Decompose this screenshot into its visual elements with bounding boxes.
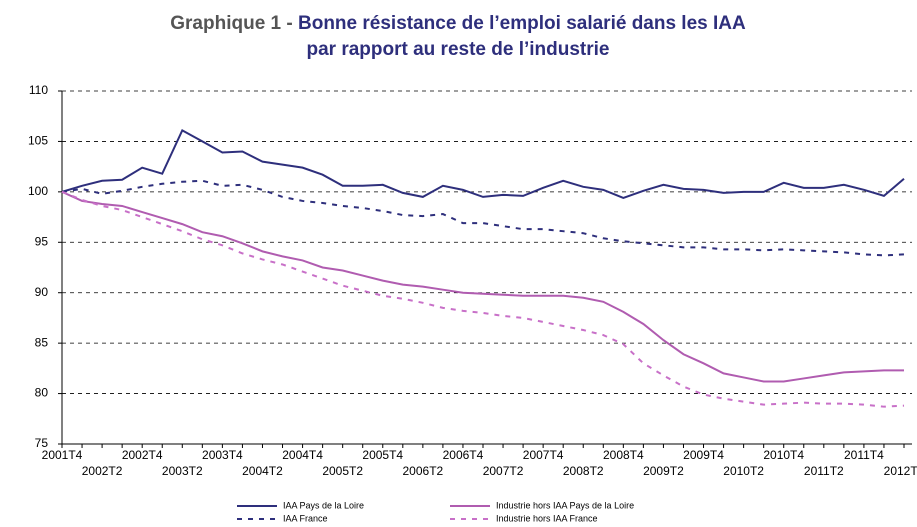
x-tick-label: 2004T2	[242, 464, 283, 478]
series-line	[61, 128, 905, 199]
x-tick-label: 2006T4	[443, 448, 484, 462]
x-tick-label: 2006T2	[403, 464, 444, 478]
legend-label: Industrie hors IAA France	[496, 513, 598, 523]
y-tick-label: 90	[35, 285, 49, 299]
x-tick-label: 2001T4	[42, 448, 83, 462]
x-tick-label: 2005T2	[322, 464, 363, 478]
y-tick-label: 75	[35, 436, 49, 450]
y-tick-label: 85	[35, 335, 49, 349]
chart-title-line: par rapport au reste de l’industrie	[306, 39, 609, 60]
legend-label: Industrie hors IAA Pays de la Loire	[496, 500, 634, 510]
y-tick-label: 110	[29, 83, 48, 97]
title-prefix: Graphique 1 -	[170, 13, 292, 34]
y-tick-label: 95	[35, 234, 49, 248]
x-tick-label: 2012T2	[884, 464, 917, 478]
x-tick-label: 2010T2	[723, 464, 764, 478]
series-line	[61, 190, 905, 408]
x-tick-label: 2007T2	[483, 464, 524, 478]
x-tick-label: 2003T2	[162, 464, 203, 478]
legend-label: IAA Pays de la Loire	[283, 500, 364, 510]
x-tick-label: 2009T2	[643, 464, 684, 478]
x-tick-label: 2007T4	[523, 448, 564, 462]
x-tick-label: 2009T4	[683, 448, 724, 462]
y-tick-label: 100	[28, 184, 48, 198]
x-tick-label: 2005T4	[362, 448, 403, 462]
x-tick-label: 2008T4	[603, 448, 644, 462]
y-tick-label: 80	[35, 386, 49, 400]
x-tick-label: 2011T2	[804, 464, 844, 478]
title-text: Bonne résistance de l’emploi salarié dan…	[298, 13, 746, 34]
legend-label: IAA France	[283, 513, 328, 523]
x-tick-label: 2002T4	[122, 448, 163, 462]
x-tick-label: 2003T4	[202, 448, 243, 462]
y-tick-label: 105	[28, 134, 48, 148]
x-tick-label: 2004T4	[282, 448, 323, 462]
x-tick-label: 2011T4	[844, 448, 884, 462]
x-tick-label: 2002T2	[82, 464, 123, 478]
series-line	[61, 190, 904, 383]
x-tick-label: 2010T4	[763, 448, 804, 462]
chart-title-line: Graphique 1 - Bonne résistance de l’empl…	[170, 13, 746, 34]
x-tick-label: 2008T2	[563, 464, 604, 478]
